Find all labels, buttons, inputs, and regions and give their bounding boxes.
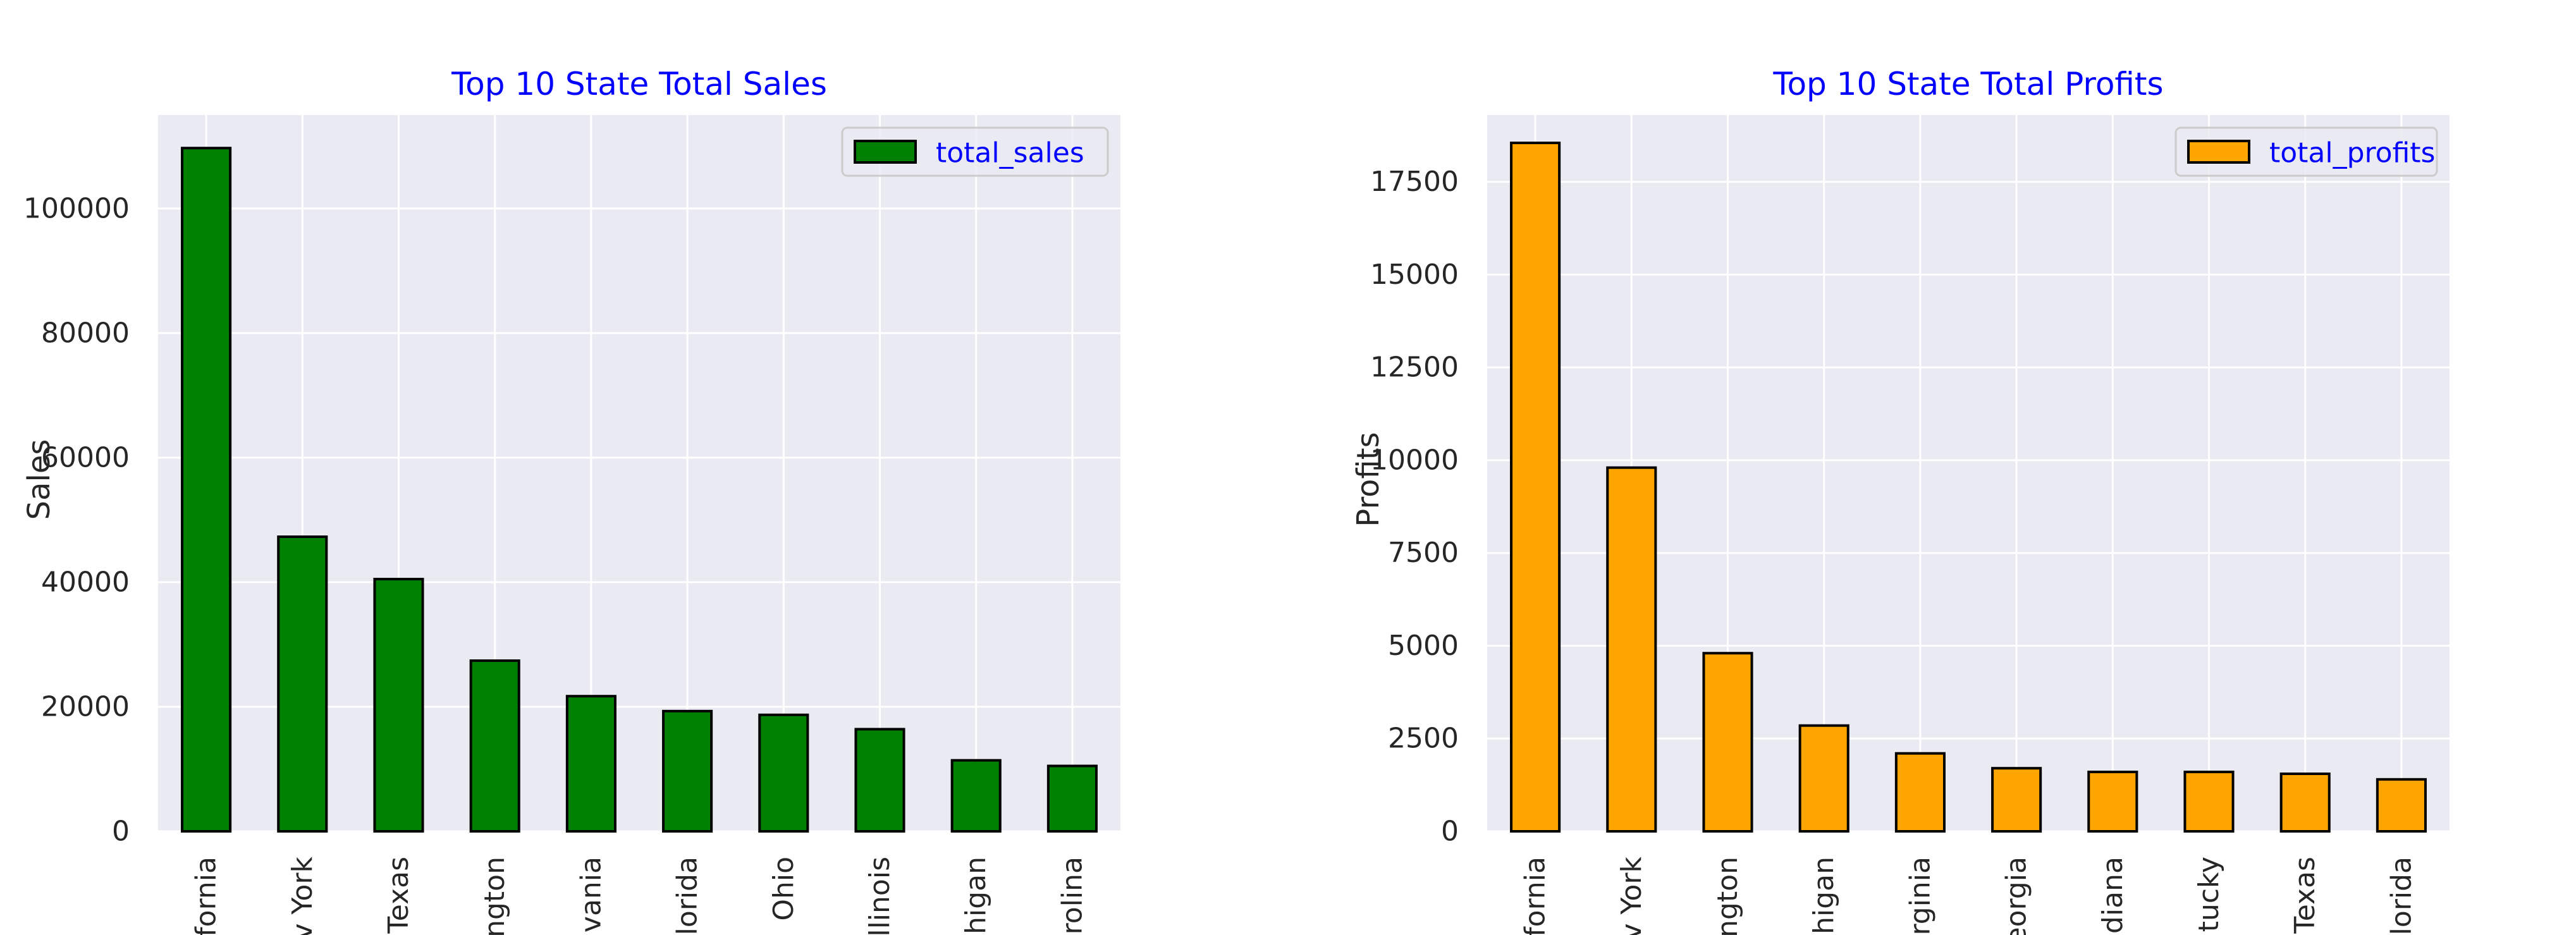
x-tick-label: fornia: [190, 857, 223, 935]
x-tick-label: Texas: [2289, 857, 2321, 934]
y-tick-label: 100000: [23, 192, 130, 224]
bar-4: [469, 659, 520, 833]
bar-6: [1991, 767, 2042, 833]
bar-1: [1510, 142, 1561, 833]
y-tick-label: 12500: [1370, 351, 1459, 384]
bar-8: [854, 728, 905, 833]
x-tick-label: lorida: [2385, 857, 2417, 935]
y-axis-label: Profits: [1351, 432, 1386, 527]
chart-1: 0 20000 40000 60000 80000 100000 fornia v York T…: [21, 66, 1120, 935]
bar-5: [1894, 752, 1946, 833]
y-tick-label: 0: [1441, 816, 1459, 848]
bar-3: [1702, 652, 1753, 833]
x-tick-label: llinois: [864, 857, 896, 935]
bar-1: [181, 147, 232, 833]
legend-label: total_profits: [2269, 137, 2435, 169]
bar-9: [950, 759, 1002, 833]
chart-title: Top 10 State Total Profits: [1772, 66, 2163, 102]
y-tick-label: 5000: [1388, 630, 1459, 662]
chart-2: 0 2500 5000 7500 10000 12500 15000 17500 fornia v…: [1351, 66, 2450, 935]
bar-10: [1046, 764, 1098, 833]
y-tick-label: 80000: [41, 317, 130, 349]
bar-4: [1798, 724, 1849, 833]
legend-swatch: [2187, 140, 2250, 164]
x-tick-label: lorida: [672, 857, 704, 935]
bar-5: [565, 695, 616, 833]
bar-8: [2183, 771, 2235, 833]
bar-10: [2376, 778, 2427, 833]
x-tick-label: rolina: [1056, 857, 1088, 934]
x-tick-label: rginia: [1904, 857, 1936, 935]
x-tick-label: ngton: [1712, 857, 1744, 935]
y-tick-label: 7500: [1388, 537, 1459, 569]
x-tick-label: higan: [960, 857, 992, 934]
bar-7: [2087, 771, 2138, 833]
bar-2: [277, 535, 328, 833]
bar-2: [1606, 466, 1657, 833]
x-tick-label: Texas: [383, 857, 415, 934]
bar-9: [2279, 773, 2331, 833]
y-tick-label: 60000: [41, 441, 130, 474]
x-tick-label: diana: [2097, 857, 2129, 934]
legend-swatch: [854, 140, 917, 164]
x-tick-label: higan: [1808, 857, 1840, 934]
y-tick-label: 0: [112, 816, 130, 848]
bar-7: [758, 713, 809, 833]
x-tick-label: fornia: [1519, 857, 1552, 935]
x-tick-label: vania: [575, 857, 607, 932]
x-tick-label: eorgia: [2001, 857, 2033, 935]
chart-title: Top 10 State Total Sales: [451, 66, 827, 102]
bar-3: [373, 577, 424, 833]
legend: total_sales: [841, 126, 1109, 177]
x-tick-label: ngton: [479, 857, 511, 935]
y-tick-label: 15000: [1370, 259, 1459, 291]
y-tick-label: 2500: [1388, 723, 1459, 755]
legend: total_profits: [2174, 126, 2438, 177]
legend-label: total_sales: [936, 137, 1084, 169]
bar-6: [662, 709, 713, 833]
y-tick-label: 17500: [1370, 166, 1459, 198]
x-tick-label: v York: [286, 856, 319, 935]
y-tick-label: 40000: [41, 566, 130, 598]
y-tick-label: 20000: [41, 690, 130, 723]
y-axis-label: Sales: [21, 439, 57, 520]
y-tick-label: 10000: [1370, 444, 1459, 476]
x-tick-label: Ohio: [768, 857, 800, 921]
x-tick-label: v York: [1616, 856, 1648, 935]
x-tick-label: tucky: [2193, 857, 2225, 932]
